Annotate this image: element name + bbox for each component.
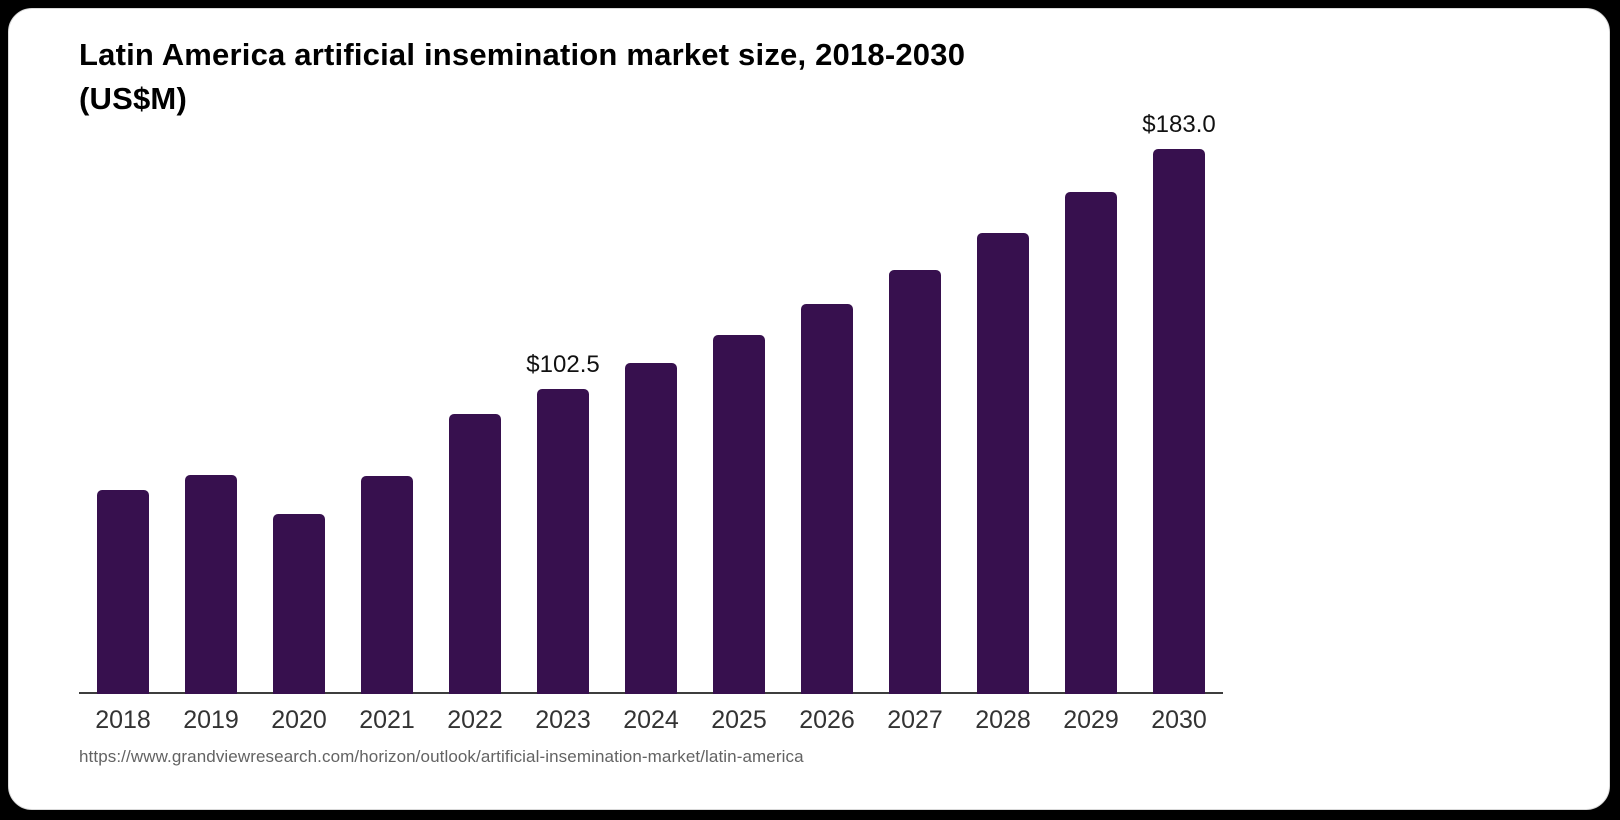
source-url: https://www.grandviewresearch.com/horizo… bbox=[79, 747, 804, 766]
x-tick-2024: 2024 bbox=[623, 706, 679, 734]
bar-2024 bbox=[625, 363, 677, 694]
value-label-2023: $102.5 bbox=[526, 351, 600, 378]
bar-2030 bbox=[1153, 149, 1205, 694]
x-tick-2026: 2026 bbox=[799, 706, 855, 734]
bar-2028 bbox=[977, 233, 1029, 694]
chart-title: Latin America artificial insemination ma… bbox=[79, 33, 1229, 121]
bar-2025 bbox=[713, 335, 765, 694]
x-tick-2020: 2020 bbox=[271, 706, 327, 734]
bar-2020 bbox=[273, 514, 325, 694]
x-tick-2028: 2028 bbox=[975, 706, 1031, 734]
chart-card: Latin America artificial insemination ma… bbox=[8, 8, 1610, 810]
bar-2021 bbox=[361, 476, 413, 694]
bar-2029 bbox=[1065, 192, 1117, 694]
bar-2018 bbox=[97, 490, 149, 694]
x-tick-2018: 2018 bbox=[95, 706, 151, 734]
chart-title-line-2: (US$M) bbox=[79, 81, 187, 117]
x-tick-2021: 2021 bbox=[359, 706, 415, 734]
bar-2019 bbox=[185, 475, 237, 694]
x-tick-2029: 2029 bbox=[1063, 706, 1119, 734]
x-tick-2027: 2027 bbox=[887, 706, 943, 734]
value-label-2030: $183.0 bbox=[1142, 111, 1216, 138]
bar-2022 bbox=[449, 414, 501, 694]
x-tick-2019: 2019 bbox=[183, 706, 239, 734]
bar-2027 bbox=[889, 270, 941, 694]
bar-chart-plot-area: 2018 2019 2020 2021 2022 $102.5 2023 2024 2025 20… bbox=[79, 111, 1223, 734]
bar-2026 bbox=[801, 304, 853, 694]
x-tick-2023: 2023 bbox=[535, 706, 591, 734]
x-tick-2022: 2022 bbox=[447, 706, 503, 734]
x-tick-2030: 2030 bbox=[1151, 706, 1207, 734]
x-tick-2025: 2025 bbox=[711, 706, 767, 734]
bar-2023 bbox=[537, 389, 589, 694]
chart-title-line-1: Latin America artificial insemination ma… bbox=[79, 37, 966, 72]
